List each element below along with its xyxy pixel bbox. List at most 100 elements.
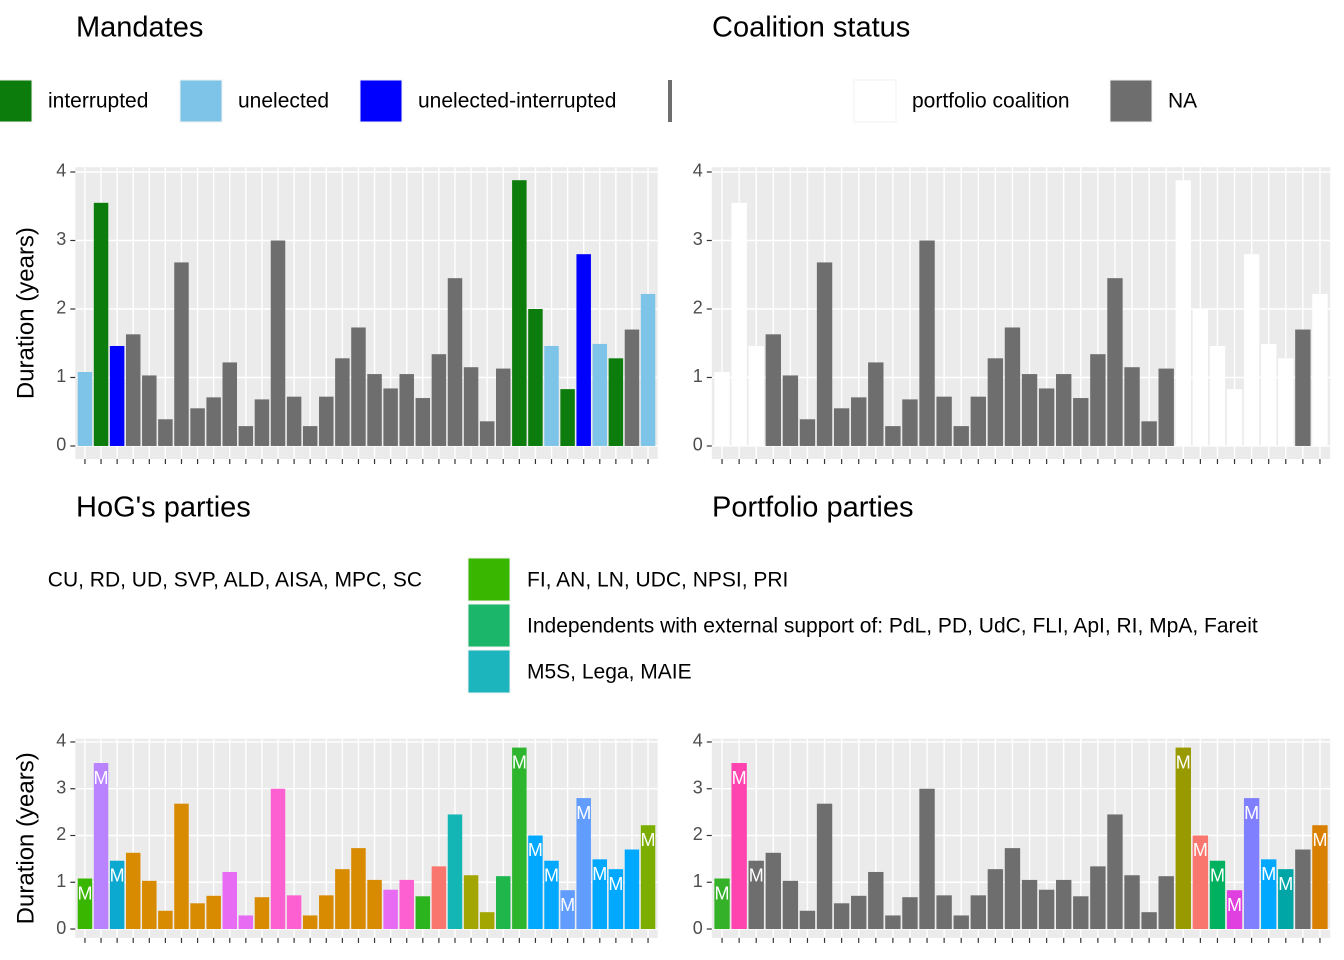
y-tick-label: 3 <box>56 229 66 249</box>
bar <box>1004 848 1021 930</box>
bar <box>335 358 350 446</box>
bar <box>731 763 747 930</box>
bar <box>868 362 884 446</box>
y-tick-label: 2 <box>693 298 703 318</box>
y-tick-label: 2 <box>56 298 66 318</box>
bar <box>953 915 969 930</box>
bar <box>528 308 543 446</box>
bar-label: M <box>715 883 730 903</box>
bar <box>1192 308 1209 446</box>
bar <box>868 871 884 930</box>
bar <box>238 915 254 930</box>
bar <box>936 396 952 446</box>
bar <box>479 912 495 930</box>
bar <box>125 334 141 446</box>
bar <box>142 880 157 930</box>
bar <box>399 879 414 930</box>
bar <box>731 202 747 446</box>
bar <box>254 897 270 930</box>
bar <box>351 848 366 930</box>
bar-label: M <box>528 840 543 860</box>
bar <box>367 374 382 446</box>
bar <box>447 278 463 446</box>
legend-key <box>179 79 223 123</box>
bar <box>302 426 318 446</box>
chart-title: Coalition status <box>712 12 910 44</box>
y-tick-label: 4 <box>56 731 66 751</box>
bar-label: M <box>732 768 747 788</box>
bar <box>463 367 479 446</box>
bar-label: M <box>1176 752 1191 772</box>
bar <box>1124 875 1140 930</box>
bar <box>1261 859 1277 930</box>
bar <box>987 358 1004 446</box>
bar <box>833 903 850 930</box>
bar <box>936 895 952 930</box>
bar <box>799 910 816 930</box>
bar <box>158 419 173 446</box>
bar-label: M <box>1278 874 1293 894</box>
chart-title: HoG's parties <box>76 492 251 524</box>
bar <box>1021 879 1038 930</box>
bar <box>608 869 624 930</box>
bar <box>319 895 334 930</box>
bar <box>1192 835 1209 930</box>
bar <box>77 372 93 446</box>
legend-label: unelected-interrupted <box>418 90 616 113</box>
bar <box>270 788 286 930</box>
bar <box>1278 869 1294 930</box>
bar <box>816 262 833 446</box>
y-tick-label: 2 <box>56 824 66 844</box>
bar <box>640 825 656 930</box>
bar <box>142 375 157 446</box>
y-tick-label: 0 <box>56 918 66 938</box>
bar <box>624 849 640 930</box>
bar <box>238 426 254 446</box>
legend-key <box>1109 79 1153 123</box>
legend-key <box>0 79 33 123</box>
bar <box>415 398 431 446</box>
bar <box>109 860 125 930</box>
bar <box>109 345 125 446</box>
bar <box>1226 389 1243 446</box>
bar <box>987 869 1004 930</box>
bar <box>1209 860 1226 930</box>
bar <box>608 358 624 446</box>
bar <box>206 397 221 446</box>
bar <box>624 329 640 446</box>
bar <box>174 803 189 930</box>
bar <box>782 880 799 930</box>
bar-label: M <box>110 865 125 885</box>
bar <box>885 915 901 930</box>
bar <box>431 354 447 446</box>
bar <box>158 910 173 930</box>
bar-label: M <box>592 864 607 884</box>
bar <box>833 408 850 446</box>
bar <box>496 876 511 930</box>
y-tick-label: 4 <box>693 161 703 181</box>
y-tick-label: 3 <box>693 777 703 797</box>
bar-label: M <box>1227 895 1242 915</box>
bar <box>479 421 495 446</box>
bar <box>431 866 447 930</box>
y-tick-label: 3 <box>693 229 703 249</box>
bar <box>512 180 527 446</box>
bar <box>1158 876 1174 930</box>
bar-label: M <box>77 883 92 903</box>
y-tick-label: 3 <box>56 777 66 797</box>
bar <box>1124 367 1140 446</box>
y-tick-label: 0 <box>56 435 66 455</box>
y-tick-label: 1 <box>56 366 66 386</box>
bar <box>1312 825 1328 930</box>
bar <box>748 860 764 930</box>
bar <box>1004 327 1021 446</box>
bar <box>592 343 608 446</box>
legend-label: unelected <box>238 90 329 113</box>
bar <box>1107 814 1123 930</box>
bar <box>383 889 398 930</box>
bar-label: M <box>749 865 764 885</box>
bar <box>576 798 591 930</box>
bar <box>919 788 935 930</box>
y-tick-label: 1 <box>693 366 703 386</box>
chart-title: Portfolio parties <box>712 492 914 524</box>
